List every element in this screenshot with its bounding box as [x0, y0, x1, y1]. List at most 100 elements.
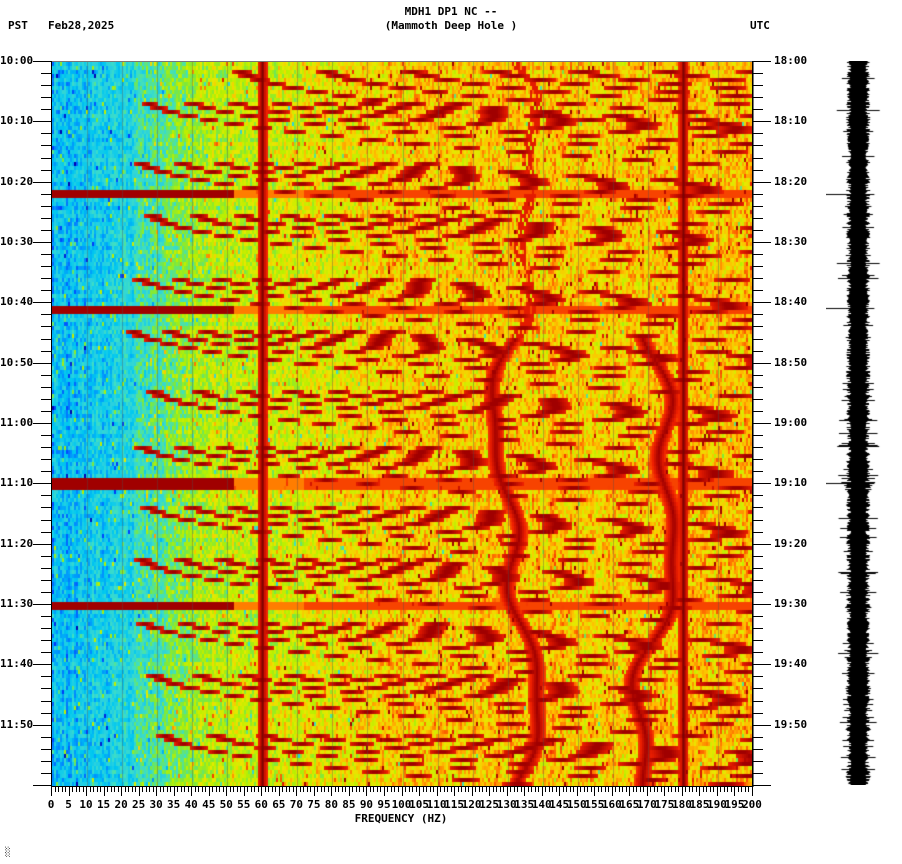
- frequency-label: 10: [79, 798, 93, 811]
- frequency-tick: [209, 787, 210, 796]
- time-tick-right: [753, 568, 763, 569]
- frequency-tick: [619, 787, 620, 792]
- time-tick-right: [753, 713, 763, 714]
- time-tick-right: [753, 556, 763, 557]
- frequency-tick: [699, 787, 700, 796]
- frequency-tick: [198, 787, 199, 792]
- time-axis-utc: [752, 61, 753, 786]
- seismogram-trace-panel: [826, 61, 888, 785]
- time-label-pst: 11:30: [0, 597, 34, 610]
- frequency-tick: [640, 787, 641, 792]
- frequency-tick: [398, 787, 399, 792]
- frequency-tick: [423, 787, 424, 792]
- frequency-tick: [503, 787, 504, 792]
- frequency-tick: [468, 787, 469, 792]
- frequency-label: 180: [671, 798, 692, 811]
- time-tick-left: [41, 713, 51, 714]
- time-tick-left: [41, 266, 51, 267]
- frequency-tick: [510, 787, 511, 792]
- frequency-label: 35: [167, 798, 181, 811]
- frequency-tick: [363, 787, 364, 792]
- frequency-tick: [678, 787, 679, 792]
- frequency-tick: [409, 787, 410, 792]
- frequency-label: 65: [272, 798, 286, 811]
- time-label-pst: 11:40: [0, 657, 34, 671]
- frequency-label: 185: [689, 798, 710, 811]
- seismogram-trace: [826, 61, 888, 785]
- time-tick-right: [753, 158, 763, 159]
- time-tick-right: [753, 266, 763, 267]
- time-tick-right: [753, 218, 763, 219]
- time-tick-left: [41, 761, 51, 762]
- frequency-tick: [517, 787, 518, 792]
- frequency-label: 135: [514, 798, 535, 811]
- frequency-tick: [205, 787, 206, 792]
- frequency-tick: [440, 787, 441, 792]
- frequency-tick: [629, 787, 630, 796]
- frequency-tick: [349, 787, 350, 796]
- time-label-pst: 11:50: [0, 717, 34, 731]
- time-tick-left: [41, 568, 51, 569]
- time-tick-right: [753, 73, 763, 74]
- frequency-tick: [402, 787, 403, 796]
- time-tick-left: [41, 206, 51, 207]
- frequency-label: 170: [636, 798, 657, 811]
- time-tick-left: [41, 326, 51, 327]
- frequency-tick: [538, 787, 539, 792]
- time-tick-left: [41, 459, 51, 460]
- frequency-label: 200: [742, 798, 762, 811]
- frequency-tick: [307, 787, 308, 792]
- time-tick-left: [41, 773, 51, 774]
- time-tick-left: [41, 314, 51, 315]
- frequency-tick: [76, 787, 77, 792]
- time-tick-right: [753, 544, 771, 545]
- time-tick-right: [753, 423, 771, 424]
- time-tick-right: [753, 628, 763, 629]
- time-tick-left: [41, 73, 51, 74]
- frequency-label: 160: [601, 798, 622, 811]
- frequency-tick: [664, 787, 665, 796]
- time-label-utc: 19:20: [774, 536, 808, 550]
- frequency-tick: [545, 787, 546, 792]
- frequency-tick: [416, 787, 417, 792]
- frequency-label: 105: [409, 798, 429, 811]
- time-label-utc: 18:00: [774, 54, 808, 67]
- time-tick-right: [753, 133, 763, 134]
- frequency-tick: [507, 787, 508, 796]
- time-tick-right: [753, 182, 771, 183]
- frequency-tick: [570, 787, 571, 792]
- time-tick-right: [753, 314, 763, 315]
- frequency-tick: [328, 787, 329, 792]
- frequency-tick: [160, 787, 161, 792]
- frequency-tick: [226, 787, 227, 796]
- frequency-tick: [282, 787, 283, 792]
- time-tick-left: [41, 339, 51, 340]
- frequency-tick: [72, 787, 73, 792]
- time-tick-right: [753, 520, 763, 521]
- frequency-tick: [244, 787, 245, 796]
- frequency-tick: [97, 787, 98, 792]
- header-timezone-right: UTC: [750, 19, 770, 32]
- frequency-tick: [321, 787, 322, 792]
- frequency-tick: [118, 787, 119, 792]
- time-label-utc: 18:40: [774, 295, 808, 309]
- frequency-axis-title-text: FREQUENCY (HZ): [354, 812, 448, 825]
- frequency-tick: [251, 787, 252, 792]
- frequency-tick: [216, 787, 217, 792]
- time-tick-left: [41, 254, 51, 255]
- frequency-tick: [167, 787, 168, 792]
- frequency-tick: [342, 787, 343, 792]
- frequency-tick: [100, 787, 101, 792]
- frequency-tick: [135, 787, 136, 792]
- frequency-tick: [296, 787, 297, 796]
- frequency-tick: [703, 787, 704, 792]
- frequency-tick: [55, 787, 56, 792]
- spectrogram-plot[interactable]: [51, 61, 754, 787]
- time-tick-left: [41, 447, 51, 448]
- time-tick-right: [753, 749, 763, 750]
- frequency-label: 165: [619, 798, 640, 811]
- frequency-tick: [128, 787, 129, 792]
- time-tick-left: [41, 592, 51, 593]
- frequency-tick: [598, 787, 599, 792]
- time-tick-left: [41, 520, 51, 521]
